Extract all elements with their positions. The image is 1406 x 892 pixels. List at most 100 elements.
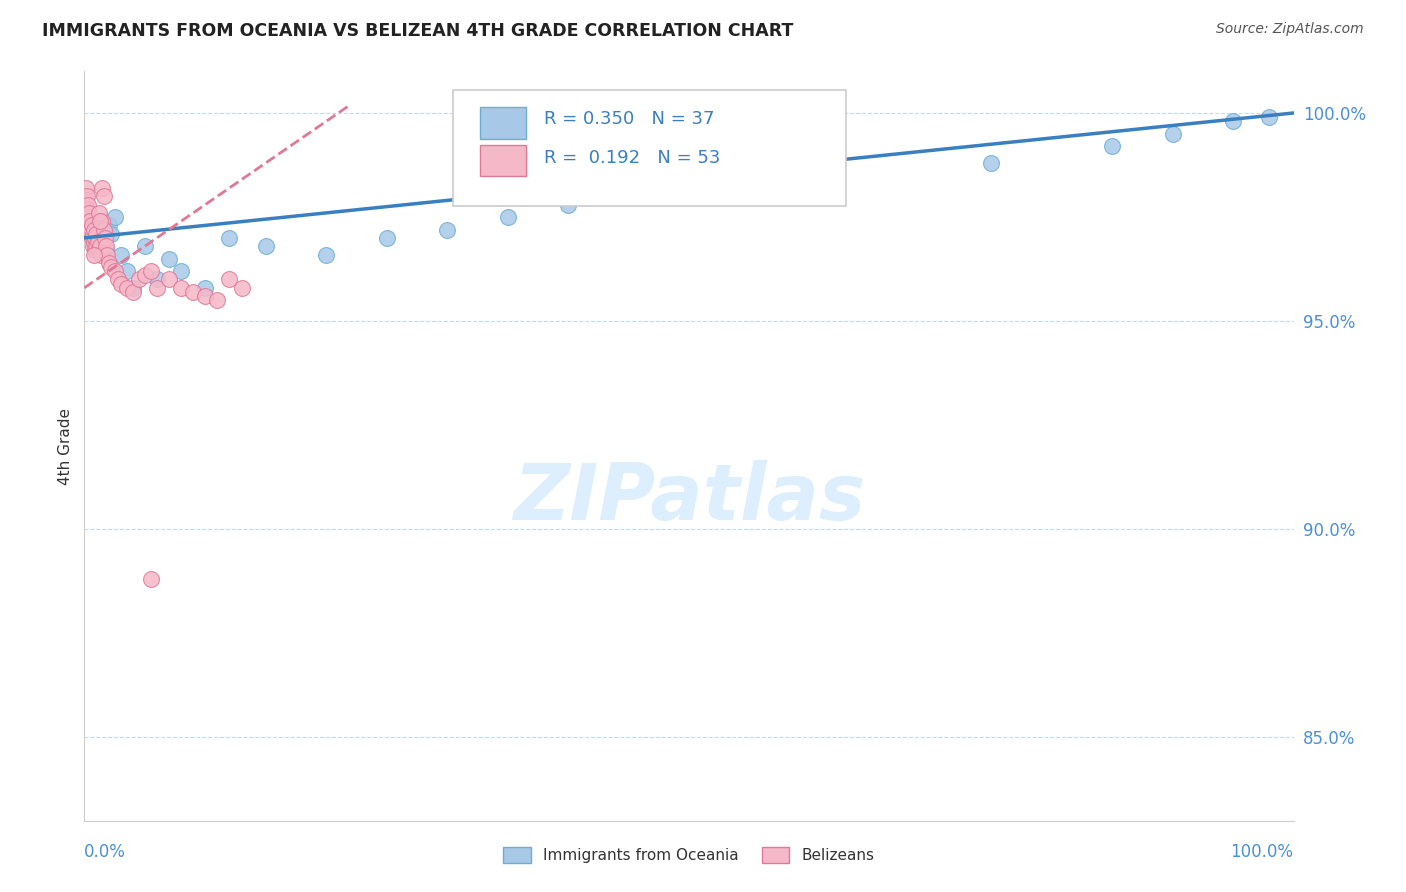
Point [91, 239, 114, 253]
Point [76, 202, 98, 216]
Legend: Immigrants from Oceania, Belizeans: Immigrants from Oceania, Belizeans [498, 841, 880, 869]
Text: R =  0.192   N = 53: R = 0.192 N = 53 [544, 149, 720, 167]
Point [181, 285, 204, 299]
Point [94, 239, 117, 253]
Point [110, 247, 132, 261]
Point [146, 281, 169, 295]
Point [1258, 110, 1281, 124]
Point [1161, 127, 1184, 141]
Point [194, 281, 217, 295]
Point [79, 214, 101, 228]
Point [77, 219, 100, 233]
Point [87, 244, 110, 258]
Point [97, 256, 120, 270]
Point [97, 219, 120, 233]
Point [87, 231, 110, 245]
Point [89, 214, 111, 228]
Point [94, 231, 117, 245]
Point [557, 197, 579, 211]
Point [90, 247, 112, 261]
Bar [479, 145, 526, 177]
Point [157, 272, 180, 286]
Point [83, 222, 105, 236]
Point [75, 194, 97, 208]
Point [93, 222, 115, 236]
Point [77, 210, 100, 224]
Point [799, 181, 821, 195]
Point [77, 219, 100, 233]
Point [96, 247, 118, 261]
Point [100, 260, 122, 274]
Point [170, 264, 193, 278]
Point [980, 156, 1002, 170]
Point [218, 231, 240, 245]
Point [75, 214, 97, 228]
Point [134, 239, 156, 253]
Point [84, 244, 107, 258]
Point [83, 247, 105, 261]
Point [207, 293, 229, 308]
Point [77, 210, 100, 224]
Point [82, 239, 104, 253]
Point [107, 272, 129, 286]
Text: 0.0%: 0.0% [84, 843, 127, 861]
FancyBboxPatch shape [453, 90, 846, 206]
Point [194, 289, 217, 303]
Y-axis label: 4th Grade: 4th Grade [58, 408, 73, 484]
Point [110, 277, 132, 291]
Point [375, 231, 398, 245]
Point [87, 206, 110, 220]
Point [115, 281, 138, 295]
Point [82, 214, 104, 228]
Point [315, 247, 337, 261]
Text: R = 0.350   N = 37: R = 0.350 N = 37 [544, 110, 714, 128]
Point [91, 214, 114, 228]
Point [79, 222, 101, 236]
Point [157, 252, 180, 266]
Point [436, 222, 458, 236]
Point [86, 227, 108, 241]
Point [1101, 139, 1123, 153]
Point [231, 281, 253, 295]
Point [86, 222, 108, 236]
Point [83, 231, 105, 245]
Text: ZIPatlas: ZIPatlas [513, 460, 865, 536]
Point [139, 572, 162, 586]
Point [83, 235, 105, 249]
Point [1222, 114, 1244, 128]
Bar [479, 107, 526, 139]
Point [93, 189, 115, 203]
Point [86, 239, 108, 253]
Point [170, 281, 193, 295]
Point [128, 272, 150, 286]
Point [80, 231, 103, 245]
Point [100, 227, 122, 241]
Point [115, 264, 138, 278]
Point [76, 206, 98, 220]
Point [79, 222, 101, 236]
Text: Source: ZipAtlas.com: Source: ZipAtlas.com [1216, 22, 1364, 37]
Point [89, 239, 111, 253]
Text: IMMIGRANTS FROM OCEANIA VS BELIZEAN 4TH GRADE CORRELATION CHART: IMMIGRANTS FROM OCEANIA VS BELIZEAN 4TH … [42, 22, 793, 40]
Text: 100.0%: 100.0% [1230, 843, 1294, 861]
Point [86, 235, 108, 249]
Point [121, 285, 143, 299]
Point [139, 264, 162, 278]
Point [94, 244, 117, 258]
Point [496, 210, 519, 224]
Point [146, 272, 169, 286]
Point [91, 181, 114, 195]
Point [254, 239, 277, 253]
Point [104, 210, 127, 224]
Point [84, 231, 107, 245]
Point [218, 272, 240, 286]
Point [121, 281, 143, 295]
Point [77, 206, 100, 220]
Point [84, 235, 107, 249]
Point [134, 268, 156, 283]
Point [76, 189, 98, 203]
Point [82, 227, 104, 241]
Point [75, 181, 97, 195]
Point [80, 219, 103, 233]
Point [80, 227, 103, 241]
